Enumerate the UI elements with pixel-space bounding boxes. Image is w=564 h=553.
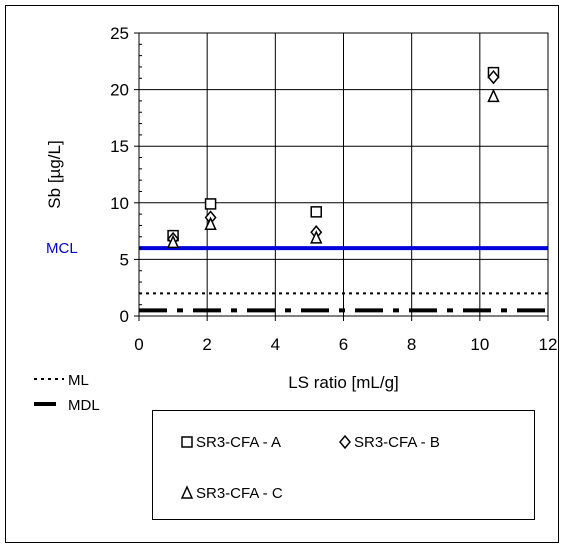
x-tick-label: 0: [134, 335, 143, 354]
x-tick-label: 2: [202, 335, 211, 354]
y-tick-label: 0: [120, 307, 129, 326]
y-tick-label: 20: [110, 81, 129, 100]
x-tick-label: 10: [470, 335, 489, 354]
x-tick-label: 4: [271, 335, 280, 354]
data-point-triangle: [166, 234, 180, 249]
x-tick-label: 8: [407, 335, 416, 354]
legend-marker-square: [181, 436, 193, 448]
data-point-triangle: [204, 216, 217, 231]
legend-label: SR3-CFA - C: [196, 485, 283, 502]
x-tick-label: 12: [539, 335, 558, 354]
reference-lines: MCL: [46, 240, 548, 313]
legend-label: SR3-CFA - A: [196, 434, 281, 451]
data-markers: [166, 66, 500, 249]
y-tick-label: 5: [120, 250, 129, 269]
axis-ticks: 0 5 10 15 20 25 0 2 4 6 8 10 12: [110, 24, 557, 354]
y-tick-label: 10: [110, 194, 129, 213]
data-point-square: [310, 206, 322, 218]
mcl-label: MCL: [46, 240, 78, 257]
legend-marker-triangle: [180, 485, 194, 499]
x-axis-label: LS ratio [mL/g]: [288, 373, 399, 392]
data-point-square: [204, 198, 217, 210]
legend-items: SR3-CFA - A SR3-CFA - B SR3-CFA - C: [180, 434, 440, 502]
y-axis-label: Sb [µg/L]: [45, 140, 64, 208]
x-tick-label: 6: [339, 335, 348, 354]
data-point-triangle: [310, 230, 323, 244]
y-tick-label: 25: [110, 24, 129, 43]
y-tick-label: 15: [110, 137, 129, 156]
mdl-legend-label: MDL: [68, 397, 100, 414]
legend-marker-diamond: [339, 434, 351, 450]
legend: [152, 410, 535, 520]
legend-label: SR3-CFA - B: [354, 434, 440, 451]
data-point-diamond: [487, 69, 500, 85]
data-point-triangle: [487, 88, 500, 103]
series-triangle: [166, 88, 500, 249]
ml-legend-label: ML: [68, 372, 89, 389]
